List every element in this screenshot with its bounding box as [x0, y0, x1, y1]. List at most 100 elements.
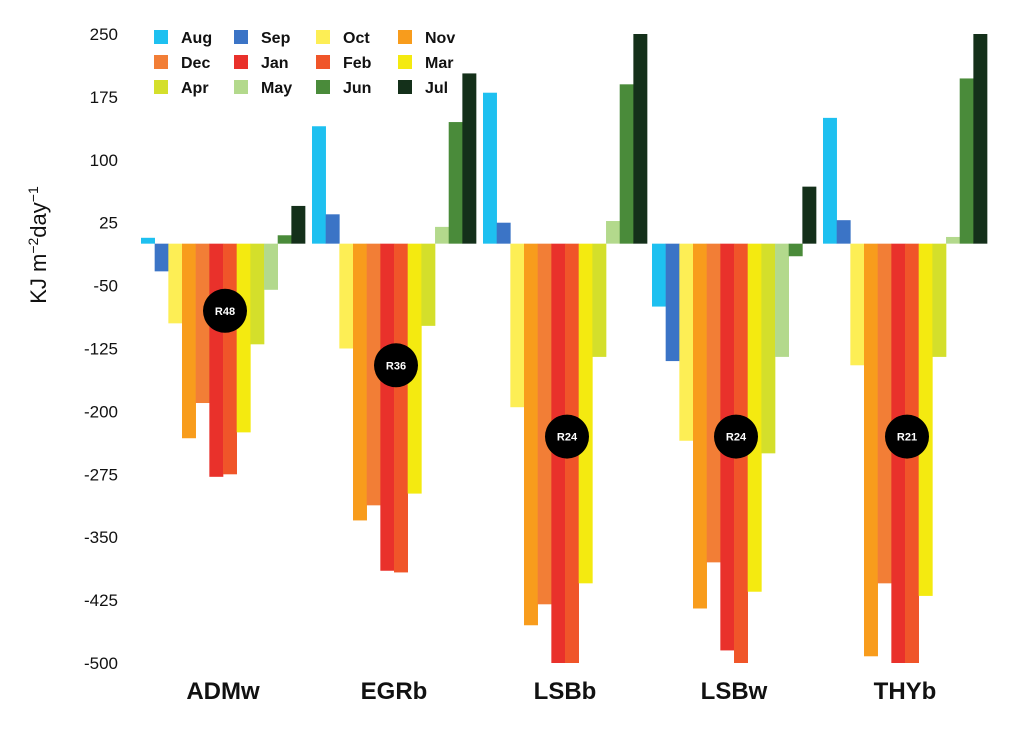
legend-label: Jan	[261, 55, 289, 72]
bar-lsbw-dec	[706, 243, 721, 563]
bar-egrb-jan	[380, 243, 395, 571]
legend-swatch	[316, 30, 330, 44]
annotation-label: R24	[557, 432, 578, 444]
bar-thyb-jul	[973, 34, 988, 244]
legend-swatch	[398, 80, 412, 94]
y-tick-label: -200	[84, 402, 118, 421]
bar-egrb-sep	[325, 214, 340, 244]
bar-thyb-sep	[836, 220, 851, 244]
bar-lsbb-dec	[537, 243, 552, 605]
y-tick-label: -275	[84, 465, 118, 484]
bar-egrb-jun	[448, 122, 463, 244]
bar-egrb-oct	[339, 243, 354, 349]
annotation-circle	[714, 414, 758, 459]
bar-group-admw	[141, 205, 306, 477]
legend: Aug Sep Oct Nov Dec Jan Feb Mar Apr May Jun Jul	[154, 30, 455, 97]
legend-swatch	[154, 55, 168, 69]
y-tick-label: 100	[90, 151, 118, 170]
bar-lsbb-may	[606, 221, 620, 244]
bar-thyb-may	[946, 236, 960, 244]
y-tick-label: -425	[84, 591, 118, 610]
legend-item-nov: Nov	[398, 30, 455, 47]
bar-lsbb-nov	[524, 243, 538, 626]
legend-item-mar: Mar	[398, 55, 453, 72]
bar-lsbw-nov	[693, 243, 707, 609]
bar-lsbw-aug	[652, 243, 666, 307]
y-tick-label: -350	[84, 528, 118, 547]
annotation-admw: R48	[203, 288, 247, 333]
annotation-circle	[374, 343, 418, 388]
legend-label: Jun	[343, 80, 371, 97]
legend-item-apr: Apr	[154, 80, 209, 97]
legend-item-jul: Jul	[398, 80, 448, 97]
category-label: LSBw	[701, 678, 768, 705]
bar-admw-mar	[236, 243, 251, 433]
category-label: ADMw	[186, 678, 260, 705]
bar-lsbb-jul	[633, 34, 648, 244]
bar-egrb-nov	[353, 243, 367, 521]
annotation-circle	[545, 414, 589, 459]
legend-label: Apr	[181, 80, 209, 97]
annotations: R48 R36 R24 R24 R21	[203, 288, 929, 459]
y-axis-label: KJ m−2day−1	[25, 186, 51, 304]
legend-label: Oct	[343, 30, 370, 47]
annotation-label: R36	[386, 360, 406, 372]
legend-item-dec: Dec	[154, 55, 210, 72]
legend-swatch	[154, 30, 168, 44]
bar-thyb-mar	[918, 243, 933, 596]
legend-swatch	[234, 30, 248, 44]
legend-swatch	[398, 30, 412, 44]
y-tick-label: 175	[90, 88, 118, 107]
bar-group-lsbw	[652, 186, 817, 664]
legend-label: Dec	[181, 55, 210, 72]
bar-egrb-jul	[462, 73, 477, 244]
legend-swatch	[154, 80, 168, 94]
legend-label: Jul	[425, 80, 448, 97]
bar-lsbw-jun	[788, 243, 803, 257]
y-tick-label: 25	[99, 214, 118, 233]
legend-item-aug: Aug	[154, 30, 212, 47]
bar-lsbb-mar	[578, 243, 593, 584]
annotation-egrb: R36	[374, 343, 418, 388]
legend-label: Feb	[343, 55, 372, 72]
bar-thyb-jun	[959, 78, 974, 244]
annotation-thyb: R21	[885, 414, 929, 459]
category-label: EGRb	[361, 678, 428, 705]
bar-egrb-feb	[394, 243, 408, 573]
annotation-circle	[885, 414, 929, 459]
legend-item-jun: Jun	[316, 80, 371, 97]
legend-item-oct: Oct	[316, 30, 370, 47]
bar-thyb-apr	[932, 243, 947, 357]
category-label: THYb	[874, 678, 937, 705]
bar-lsbb-jun	[619, 84, 634, 244]
bar-lsbw-mar	[747, 243, 762, 592]
bar-admw-jul	[291, 205, 306, 244]
y-axis-title: KJ m−2day−1	[25, 186, 51, 304]
bar-admw-jun	[277, 235, 292, 244]
bar-lsbw-may	[775, 243, 789, 357]
bar-admw-sep	[154, 243, 169, 272]
bar-admw-aug	[141, 237, 155, 244]
bar-lsbw-sep	[665, 243, 680, 362]
bar-lsbw-jul	[802, 186, 817, 244]
y-axis: 250 175 100 25 -50 -125 -200 -275 -350 -425 -500	[84, 25, 118, 673]
bar-group-egrb	[312, 73, 477, 573]
legend-label: Sep	[261, 30, 291, 47]
legend-item-jan: Jan	[234, 55, 289, 72]
annotation-lsbb: R24	[545, 414, 589, 459]
bar-lsbb-sep	[496, 222, 511, 244]
annotation-label: R24	[726, 432, 747, 444]
y-tick-label: 250	[90, 25, 118, 44]
annotation-lsbw: R24	[714, 414, 758, 459]
bar-egrb-dec	[366, 243, 381, 506]
annotation-label: R21	[897, 432, 917, 444]
bar-egrb-apr	[421, 243, 436, 326]
y-tick-label: -125	[84, 340, 118, 359]
bar-admw-dec	[195, 243, 210, 404]
bar-group-lsbb	[483, 34, 648, 664]
bar-lsbb-oct	[510, 243, 525, 408]
bar-lsbw-apr	[761, 243, 776, 454]
bars	[141, 34, 988, 664]
bar-thyb-dec	[877, 243, 892, 584]
